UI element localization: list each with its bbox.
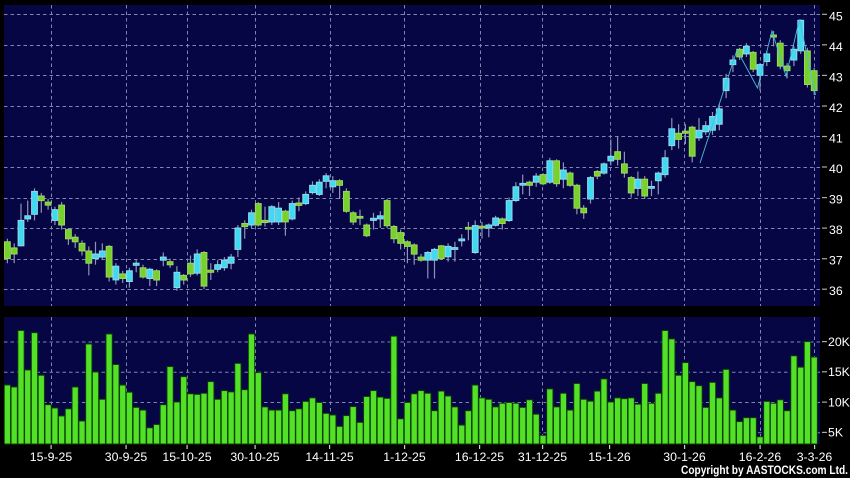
svg-text:20K: 20K	[828, 335, 850, 349]
svg-text:31-12-25: 31-12-25	[518, 450, 567, 464]
svg-text:1-12-25: 1-12-25	[383, 450, 426, 464]
svg-text:37: 37	[829, 254, 843, 268]
svg-text:15-9-25: 15-9-25	[30, 450, 73, 464]
svg-text:38: 38	[829, 223, 843, 237]
svg-text:39: 39	[829, 193, 843, 207]
svg-text:36: 36	[829, 284, 843, 298]
svg-text:43: 43	[829, 70, 843, 84]
svg-text:14-11-25: 14-11-25	[305, 450, 353, 464]
svg-text:15-1-26: 15-1-26	[588, 450, 631, 464]
svg-text:40: 40	[829, 162, 843, 176]
svg-text:5K: 5K	[828, 426, 844, 440]
svg-text:45: 45	[829, 9, 843, 23]
svg-text:30-1-26: 30-1-26	[663, 450, 706, 464]
svg-text:44: 44	[829, 40, 843, 54]
svg-text:16-12-25: 16-12-25	[455, 450, 504, 464]
svg-text:Copyright by AASTOCKS.com Ltd.: Copyright by AASTOCKS.com Ltd.	[681, 463, 848, 477]
svg-text:30-9-25: 30-9-25	[105, 450, 148, 464]
svg-text:16-2-26: 16-2-26	[739, 450, 782, 464]
svg-text:42: 42	[829, 101, 843, 115]
svg-text:15K: 15K	[828, 365, 850, 379]
svg-text:10K: 10K	[828, 395, 850, 409]
svg-text:30-10-25: 30-10-25	[230, 450, 279, 464]
svg-text:3-3-26: 3-3-26	[797, 450, 833, 464]
svg-text:15-10-25: 15-10-25	[162, 450, 211, 464]
svg-text:41: 41	[829, 132, 843, 146]
